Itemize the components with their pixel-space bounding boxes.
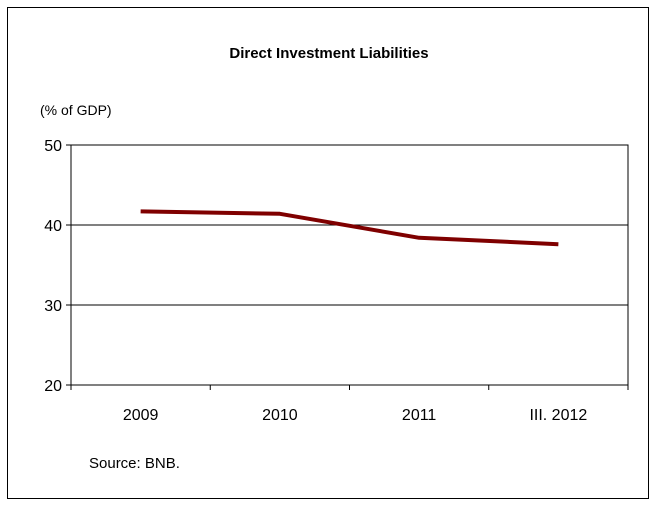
chart-title: Direct Investment Liabilities <box>229 45 429 62</box>
series-line <box>140 209 559 247</box>
y-axis-label: (% of GDP) <box>40 102 112 118</box>
chart-frame <box>7 7 649 499</box>
x-tick-label: III. 2012 <box>529 407 587 424</box>
y-tick-label: 50 <box>44 138 62 155</box>
source-note: Source: BNB. <box>89 455 180 472</box>
x-tick-label: 2010 <box>262 407 298 424</box>
y-tick-label: 40 <box>44 218 62 235</box>
x-tick-label: 2009 <box>123 407 159 424</box>
plot-area <box>70 144 629 386</box>
x-tick-label: 2011 <box>402 407 437 424</box>
y-tick-label: 20 <box>44 378 62 395</box>
y-tick-label: 30 <box>44 298 62 315</box>
